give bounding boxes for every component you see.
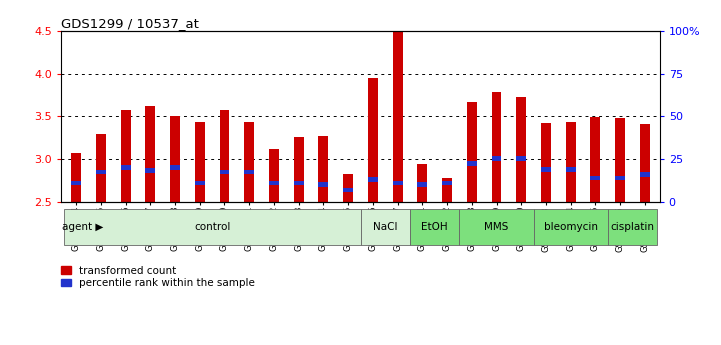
Bar bbox=[368, 78, 378, 202]
Bar bbox=[640, 172, 650, 177]
Bar bbox=[96, 170, 106, 174]
Bar bbox=[220, 110, 229, 202]
Bar bbox=[319, 136, 328, 202]
Bar bbox=[96, 134, 106, 202]
Bar bbox=[120, 165, 131, 170]
Bar bbox=[146, 168, 155, 172]
FancyBboxPatch shape bbox=[459, 209, 534, 245]
Text: bleomycin: bleomycin bbox=[544, 222, 598, 232]
Bar bbox=[343, 174, 353, 202]
Bar bbox=[466, 102, 477, 202]
Bar bbox=[269, 181, 279, 185]
Bar bbox=[170, 117, 180, 202]
Bar bbox=[492, 156, 501, 161]
Bar bbox=[368, 177, 378, 182]
Text: NaCl: NaCl bbox=[373, 222, 397, 232]
Bar bbox=[343, 188, 353, 192]
Bar bbox=[417, 183, 428, 187]
Bar bbox=[120, 110, 131, 202]
FancyBboxPatch shape bbox=[608, 209, 658, 245]
Bar bbox=[541, 167, 551, 172]
Bar bbox=[170, 165, 180, 170]
Bar bbox=[615, 176, 625, 180]
Legend: transformed count, percentile rank within the sample: transformed count, percentile rank withi… bbox=[61, 266, 255, 288]
Bar bbox=[541, 123, 551, 202]
FancyBboxPatch shape bbox=[360, 209, 410, 245]
Bar bbox=[492, 92, 501, 202]
Bar bbox=[590, 117, 601, 202]
Bar bbox=[566, 122, 575, 202]
Bar bbox=[293, 137, 304, 202]
Bar bbox=[220, 170, 229, 174]
FancyBboxPatch shape bbox=[63, 209, 360, 245]
Bar bbox=[244, 121, 255, 202]
Text: GDS1299 / 10537_at: GDS1299 / 10537_at bbox=[61, 17, 199, 30]
Bar bbox=[71, 153, 81, 202]
Bar bbox=[195, 181, 205, 185]
Bar bbox=[195, 121, 205, 202]
Bar bbox=[566, 167, 575, 172]
FancyBboxPatch shape bbox=[410, 209, 459, 245]
Bar bbox=[269, 149, 279, 202]
Bar bbox=[319, 183, 328, 187]
Bar bbox=[71, 181, 81, 185]
FancyBboxPatch shape bbox=[534, 209, 608, 245]
Bar bbox=[442, 181, 452, 185]
Bar bbox=[590, 176, 601, 180]
Bar bbox=[615, 118, 625, 202]
Text: agent ▶: agent ▶ bbox=[62, 222, 103, 232]
Bar bbox=[293, 181, 304, 185]
Bar bbox=[244, 170, 255, 174]
Bar bbox=[640, 124, 650, 202]
Bar bbox=[146, 106, 155, 202]
Bar bbox=[516, 97, 526, 202]
Bar bbox=[393, 181, 402, 185]
Text: cisplatin: cisplatin bbox=[611, 222, 655, 232]
Bar bbox=[417, 164, 428, 202]
Bar bbox=[442, 178, 452, 202]
Bar bbox=[516, 156, 526, 161]
Bar bbox=[393, 31, 402, 202]
Text: control: control bbox=[194, 222, 230, 232]
Text: EtOH: EtOH bbox=[421, 222, 448, 232]
Bar bbox=[466, 161, 477, 166]
Text: MMS: MMS bbox=[485, 222, 509, 232]
